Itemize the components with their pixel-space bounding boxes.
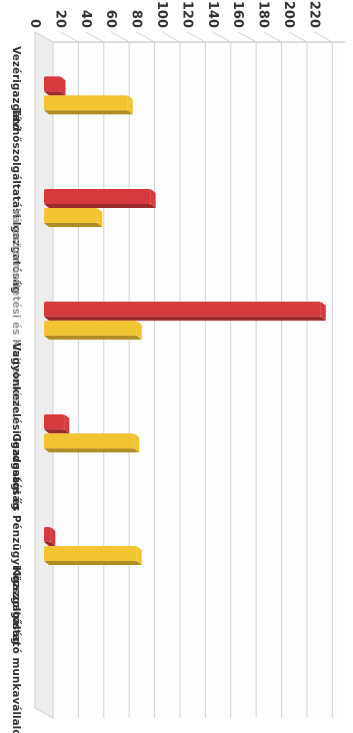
y-tick-label: 180 — [256, 1, 271, 28]
gridline — [212, 31, 232, 718]
y-tick-label: 160 — [230, 1, 245, 28]
y-tick-label: 100 — [154, 1, 169, 28]
bar — [43, 76, 66, 96]
category-label: Vagyonkezelési Igazgatóság — [10, 343, 22, 510]
gridline — [136, 31, 156, 718]
gridline — [288, 31, 308, 718]
bars — [43, 76, 326, 565]
gridline — [161, 31, 181, 718]
gridlines — [34, 31, 333, 718]
gridline — [60, 31, 79, 718]
bar — [44, 320, 142, 340]
y-tick-label: 220 — [306, 1, 321, 28]
y-tick-label: 200 — [281, 1, 296, 28]
gridline — [187, 31, 206, 718]
bar — [44, 414, 70, 434]
chart-back-wall — [34, 31, 345, 719]
y-tick-label: 0 — [27, 19, 42, 28]
category-label: Távhőszolgáltatási Igazgatóság — [10, 108, 22, 294]
bar — [43, 301, 326, 321]
gridline — [237, 31, 257, 718]
bar — [44, 189, 156, 208]
y-axis-ticks: 0 20 40 60 80 100 120 140 160 180 200 220 — [27, 1, 321, 28]
gridline — [34, 31, 54, 718]
y-tick-label: 80 — [129, 10, 144, 28]
category-label: Vezérigazgató — [10, 46, 22, 130]
gridline — [110, 31, 130, 718]
y-tick-label: 120 — [179, 1, 194, 28]
gridline — [314, 31, 333, 718]
bar — [44, 208, 103, 227]
y-tick-label: 60 — [103, 10, 118, 28]
y-tick-label: 40 — [78, 10, 93, 28]
bar — [44, 433, 140, 453]
bar — [44, 527, 56, 546]
gridline — [85, 31, 105, 718]
category-label: Közszolgáltató munkavállaló — [10, 567, 22, 733]
bar — [44, 95, 133, 115]
gridline — [263, 31, 283, 718]
y-tick-label: 20 — [52, 10, 67, 28]
bar — [44, 546, 142, 565]
category-label: Városüzemeltetési és Kivitelezési... — [10, 208, 22, 419]
y-tick-label: 140 — [205, 1, 220, 28]
category-label: Gazdasági és Pénzügyi Igazgatóság — [10, 433, 22, 644]
